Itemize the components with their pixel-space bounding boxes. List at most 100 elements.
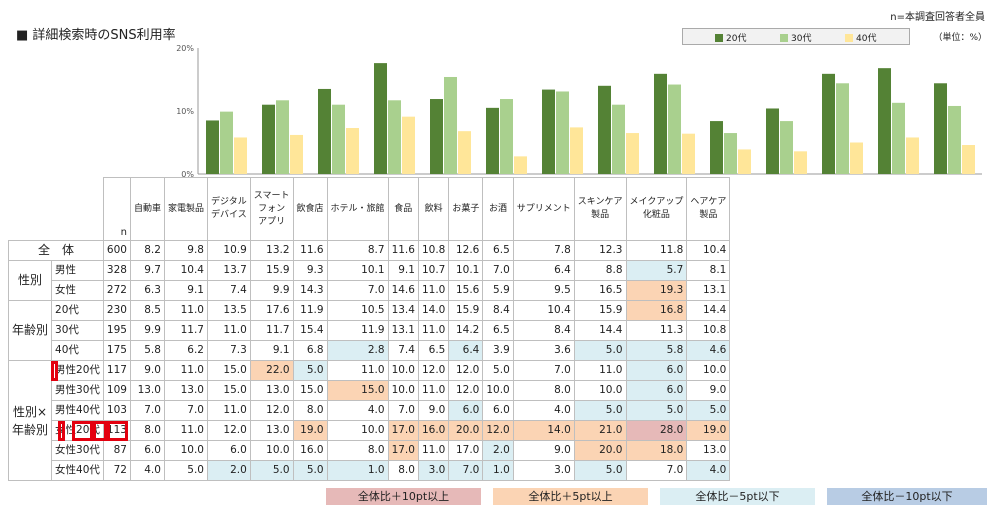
bar-30代 bbox=[500, 99, 513, 174]
table-cell: 4.0 bbox=[512, 400, 575, 421]
table-cell: 13.0 bbox=[686, 440, 731, 461]
bar-30代 bbox=[612, 104, 625, 174]
table-cell: 9.9 bbox=[249, 280, 294, 301]
table-cell: 11.0 bbox=[417, 440, 450, 461]
bar-20代 bbox=[822, 73, 835, 174]
table-cell: 11.0 bbox=[206, 320, 251, 341]
table-cell: 3.0 bbox=[512, 460, 575, 481]
table-row: 年齢別 20代 230 8.5 11.0 13.5 17.6 11.9 10.5 13.4 14.0… bbox=[7, 300, 731, 361]
bar-20代 bbox=[430, 99, 443, 174]
table-cell: 8.4 bbox=[482, 300, 514, 321]
row-label: 男性30代 bbox=[51, 380, 104, 401]
table-cell: 2.8 bbox=[326, 340, 389, 361]
table-cell: 10.7 bbox=[417, 260, 450, 281]
table-cell: 8.1 bbox=[686, 260, 731, 281]
table-cell: 28.0 bbox=[625, 420, 688, 441]
row-label-total: 全 体 bbox=[8, 240, 104, 261]
table-cell: 10.0 bbox=[387, 360, 419, 381]
bar-40代 bbox=[962, 145, 975, 174]
table-cell: 10.4 bbox=[512, 300, 575, 321]
table-cell: 4.0 bbox=[129, 460, 165, 481]
table-cell: 2.0 bbox=[206, 460, 251, 481]
table-cell: 16.0 bbox=[292, 440, 328, 461]
table-cell: 6.5 bbox=[482, 240, 514, 261]
legend-40s: 40代 bbox=[845, 31, 876, 44]
table-cell: 10.8 bbox=[686, 320, 731, 341]
row-label: 男性20代 bbox=[51, 360, 104, 381]
row-n: 109 bbox=[102, 380, 131, 401]
table-cell: 11.0 bbox=[417, 280, 450, 301]
table-cell: 10.0 bbox=[686, 360, 731, 381]
table-cell: 15.0 bbox=[292, 380, 328, 401]
row-n: 103 bbox=[102, 400, 131, 421]
table-cell: 8.0 bbox=[512, 380, 575, 401]
bar-40代 bbox=[570, 127, 583, 174]
table-cell: 9.0 bbox=[129, 360, 165, 381]
y-tick-label: 0% bbox=[181, 170, 194, 179]
n-header: n bbox=[102, 177, 131, 241]
table-row: 40代 175 5.8 6.2 7.3 9.1 6.8 2.8 7.4 6.5 6.4 3.9 3.6 5… bbox=[9, 340, 731, 361]
column-header: ヘアケア 製品 bbox=[686, 177, 731, 241]
table-cell: 5.0 bbox=[573, 460, 627, 481]
table-cell: 15.0 bbox=[206, 380, 251, 401]
row-label: 20代 bbox=[51, 300, 104, 321]
table-cell: 8.0 bbox=[326, 440, 389, 461]
table-cell: 6.5 bbox=[417, 340, 450, 361]
table-cell: 12.0 bbox=[482, 420, 514, 441]
table-cell: 7.4 bbox=[206, 280, 251, 301]
table-cell: 8.7 bbox=[326, 240, 389, 261]
table-cell: 7.4 bbox=[387, 340, 419, 361]
legend-30s: 30代 bbox=[780, 31, 811, 44]
column-header-line: ヘアケア bbox=[690, 197, 727, 207]
column-header: デジタル デバイス bbox=[206, 177, 251, 241]
table-cell: 12.3 bbox=[573, 240, 627, 261]
data-table: n 自動車 家電製品 デジタル デバイス スマート フォン アプリ 飲食店 ホテル・旅館 食品 飲料お… bbox=[7, 177, 731, 481]
column-header: スマート フォン アプリ bbox=[249, 177, 294, 241]
table-cell: 5.0 bbox=[573, 400, 627, 421]
bar-30代 bbox=[668, 84, 681, 174]
table-cell: 16.5 bbox=[573, 280, 627, 301]
table-cell: 10.0 bbox=[482, 380, 514, 401]
table-cell: 6.3 bbox=[129, 280, 165, 301]
table-row: 女性30代 87 6.0 10.0 6.0 10.0 16.0 8.0 17.0 11.0 17.0… bbox=[9, 440, 731, 461]
column-header-line: サプリメント bbox=[516, 203, 571, 214]
table-cell: 14.4 bbox=[573, 320, 627, 341]
table-cell: 9.0 bbox=[417, 400, 450, 421]
column-header-line: スマート bbox=[253, 190, 290, 201]
bar-20代 bbox=[878, 68, 891, 174]
row-label: 30代 bbox=[51, 320, 104, 341]
table-cell: 19.3 bbox=[625, 280, 688, 301]
table-cell: 5.0 bbox=[625, 400, 688, 421]
table-cell: 11.7 bbox=[163, 320, 208, 341]
table-cell: 4.6 bbox=[686, 340, 731, 361]
table-cell: 15.9 bbox=[249, 260, 294, 281]
sample-note: n=本調査回答者全員 bbox=[890, 12, 985, 23]
table-cell: 11.0 bbox=[417, 380, 450, 401]
table-cell: 11.7 bbox=[249, 320, 294, 341]
bar-40代 bbox=[402, 116, 415, 174]
table-cell: 10.0 bbox=[163, 440, 208, 461]
bar-40代 bbox=[738, 149, 751, 174]
table-cell: 7.0 bbox=[387, 400, 419, 421]
table-cell: 7.8 bbox=[512, 240, 575, 261]
table-row: 性別× 年齢別 男性20代 117 9.0 11.0 15.0 22.0 5.0 11.0 10.0… bbox=[7, 360, 731, 481]
table-cell: 6.2 bbox=[163, 340, 208, 361]
column-header-line: 自動車 bbox=[133, 203, 161, 214]
bar-30代 bbox=[780, 121, 793, 174]
column-header-line: 飲料 bbox=[424, 203, 443, 214]
table-cell: 5.0 bbox=[292, 460, 328, 481]
table-cell: 17.0 bbox=[387, 420, 419, 441]
column-header-line: 食品 bbox=[394, 203, 413, 214]
column-header-line: アプリ bbox=[258, 216, 286, 227]
table-cell: 11.9 bbox=[292, 300, 328, 321]
table-cell: 13.4 bbox=[387, 300, 419, 321]
table-cell: 11.0 bbox=[163, 360, 208, 381]
table-cell: 8.5 bbox=[129, 300, 165, 321]
table-cell: 15.9 bbox=[448, 300, 484, 321]
table-cell: 9.0 bbox=[512, 440, 575, 461]
bar-20代 bbox=[710, 121, 723, 174]
table-cell: 7.0 bbox=[163, 400, 208, 421]
table-cell: 13.1 bbox=[686, 280, 731, 301]
bar-40代 bbox=[794, 151, 807, 174]
table-cell: 8.8 bbox=[573, 260, 627, 281]
